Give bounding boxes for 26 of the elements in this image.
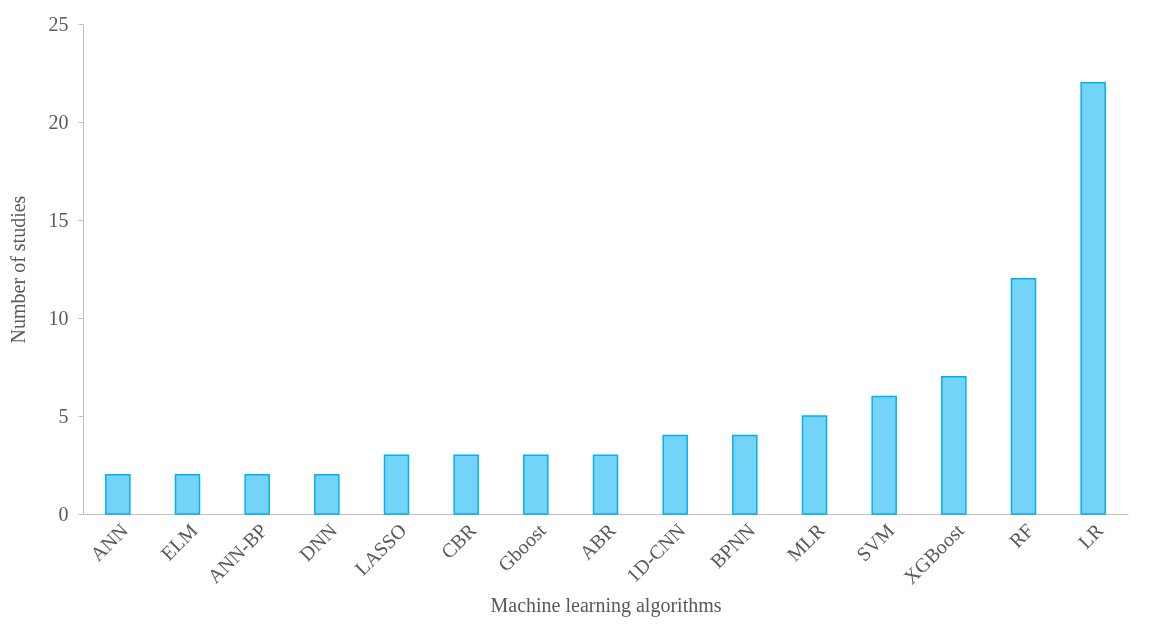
x-tick-label: CBR (436, 518, 481, 563)
bar (523, 454, 549, 515)
bar (105, 474, 131, 515)
bar (801, 415, 828, 515)
bar (453, 454, 479, 515)
y-tick-label: 10 (48, 306, 69, 329)
y-tick-label: 5 (58, 404, 69, 427)
bar (662, 434, 688, 515)
x-axis-title: Machine learning algorithms (490, 594, 722, 618)
bar (1010, 278, 1037, 515)
y-axis-title: Number of studies (6, 195, 29, 344)
x-tick-label: RF (1004, 519, 1038, 552)
bar (383, 454, 410, 515)
x-tick-label: LR (1073, 518, 1108, 553)
bar (314, 474, 340, 515)
bar (1080, 82, 1106, 515)
bar (592, 454, 619, 515)
bar (871, 395, 897, 515)
y-tick-label: 20 (48, 110, 69, 133)
bar (941, 376, 967, 515)
bar (244, 474, 270, 515)
bar (174, 474, 201, 515)
y-tick-label: 15 (48, 208, 69, 231)
y-tick-label: 0 (58, 502, 69, 525)
y-tick-label: 25 (48, 12, 69, 35)
bar (732, 434, 758, 515)
